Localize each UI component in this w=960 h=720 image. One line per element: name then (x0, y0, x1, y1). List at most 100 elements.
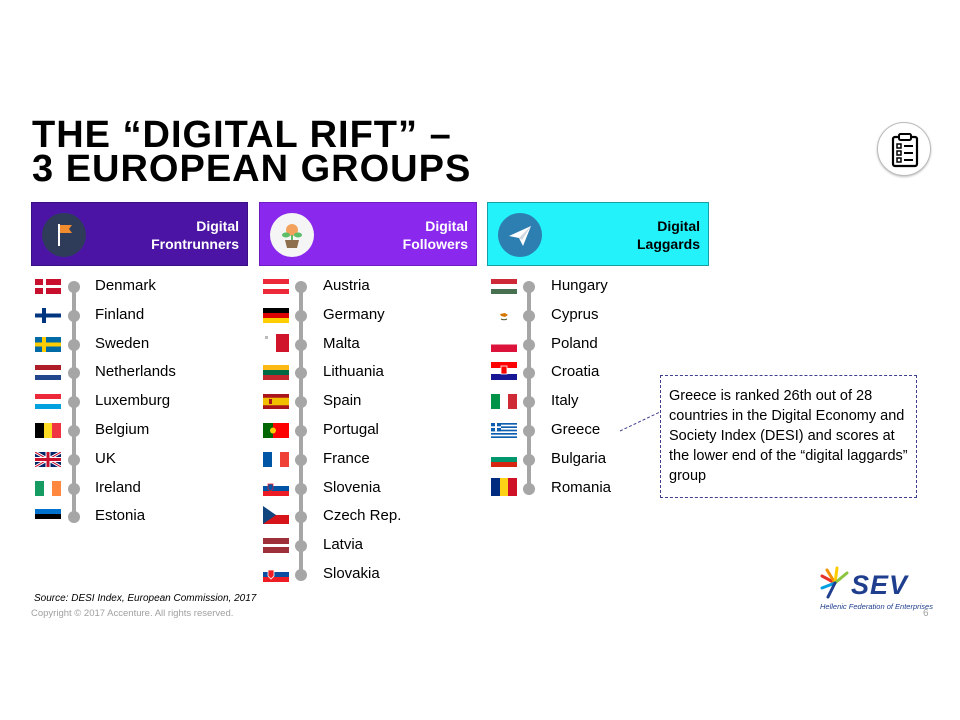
timeline-line (527, 286, 531, 488)
list-item: Spain (259, 387, 479, 415)
list-item: Croatia (487, 358, 707, 386)
country-name: Slovenia (323, 479, 381, 496)
list-item: Luxemburg (31, 387, 251, 415)
timeline-dot (295, 569, 307, 581)
timeline-dot (295, 310, 307, 322)
ireland-flag-icon (35, 481, 61, 496)
country-name: Lithuania (323, 363, 384, 380)
list-item: France (259, 445, 479, 473)
netherlands-flag-icon (35, 365, 61, 380)
list-item: Bulgaria (487, 445, 707, 473)
flag-icon (42, 213, 86, 257)
sev-logo-mark-icon (820, 566, 849, 599)
group-header-followers: Digital Followers (259, 202, 477, 266)
croatia-flag-icon (491, 362, 517, 380)
estonia-flag-icon (35, 509, 61, 524)
timeline-dot (295, 425, 307, 437)
country-name: Italy (551, 392, 579, 409)
potted-plant-icon (270, 213, 314, 257)
country-name: Netherlands (95, 363, 176, 380)
source-note: Source: DESI Index, European Commission,… (34, 593, 257, 604)
country-name: Croatia (551, 363, 600, 380)
list-item: Germany (259, 301, 479, 329)
group-label-line1: Digital (657, 218, 700, 234)
timeline-dot (295, 511, 307, 523)
timeline-dot (68, 339, 80, 351)
list-item: Ireland (31, 474, 251, 502)
country-name: Spain (323, 392, 362, 409)
timeline-dot (68, 281, 80, 293)
country-name: Estonia (95, 507, 146, 524)
timeline-dot (295, 483, 307, 495)
bulgaria-flag-icon (491, 452, 517, 467)
list-item: Belgium (31, 416, 251, 444)
greece-callout: Greece is ranked 26th out of 28 countrie… (660, 375, 917, 498)
group-header-frontrunners: Digital Frontrunners (31, 202, 248, 266)
group-label-line2: Laggards (636, 236, 700, 252)
timeline-dot (68, 396, 80, 408)
timeline-dot (295, 367, 307, 379)
list-item: Sweden (31, 330, 251, 358)
list-item: Italy (487, 387, 707, 415)
italy-flag-icon (491, 394, 517, 409)
group-label-line1: Digital (196, 218, 239, 234)
list-item: Finland (31, 301, 251, 329)
poland-flag-icon (491, 337, 517, 352)
country-name: Latvia (323, 536, 364, 553)
timeline-dot (523, 310, 535, 322)
latvia-flag-icon (263, 538, 289, 553)
list-item: Hungary (487, 272, 707, 300)
denmark-flag-icon (35, 279, 61, 294)
romania-flag-icon (491, 478, 517, 496)
list-item: Denmark (31, 272, 251, 300)
list-item: UK (31, 445, 251, 473)
list-item: Slovakia (259, 560, 479, 588)
timeline-dot (68, 310, 80, 322)
clipboard-checklist-icon (877, 122, 931, 176)
belgium-flag-icon (35, 423, 61, 438)
country-name: Portugal (323, 421, 379, 438)
country-name: UK (95, 450, 116, 467)
timeline-dot (68, 454, 80, 466)
group-header-laggards: Digital Laggards (487, 202, 709, 266)
greece-flag-icon (491, 423, 517, 438)
luxembourg-flag-icon (35, 394, 61, 409)
group-label: Digital Frontrunners (151, 217, 239, 253)
list-item: Cyprus (487, 301, 707, 329)
group-label: Digital Laggards (637, 217, 700, 253)
timeline-dot (68, 483, 80, 495)
slide-title: THE “DIGITAL RIFT” – 3 EUROPEAN GROUPS (32, 114, 471, 188)
uk-flag-icon (35, 452, 61, 467)
country-name: Germany (323, 306, 385, 323)
sev-logo: SEV Hellenic Federation of Enterprises (818, 566, 938, 612)
country-name: Austria (323, 277, 370, 294)
list-item: Malta (259, 330, 479, 358)
title-line-1: THE “DIGITAL RIFT” – (32, 114, 452, 156)
list-item: Netherlands (31, 358, 251, 386)
timeline-dot (523, 281, 535, 293)
timeline-dot (523, 396, 535, 408)
czech-flag-icon (263, 506, 289, 524)
group-label-line2: Followers (402, 236, 468, 252)
list-item: Greece (487, 416, 707, 444)
sev-logo-tagline: Hellenic Federation of Enterprises (820, 602, 933, 611)
list-item: Estonia (31, 502, 251, 530)
country-name: Cyprus (551, 306, 599, 323)
timeline-dot (523, 367, 535, 379)
france-flag-icon (263, 452, 289, 467)
country-name: Hungary (551, 277, 608, 294)
list-item: Slovenia (259, 474, 479, 502)
country-name: Poland (551, 335, 598, 352)
timeline-dot (295, 454, 307, 466)
portugal-flag-icon (263, 423, 289, 438)
timeline-dot (68, 511, 80, 523)
list-item: Czech Rep. (259, 502, 479, 530)
list-item: Portugal (259, 416, 479, 444)
country-name: Greece (551, 421, 601, 438)
group-label-line1: Digital (425, 218, 468, 234)
paper-plane-icon (498, 213, 542, 257)
timeline-dot (523, 454, 535, 466)
slovakia-flag-icon (263, 567, 289, 582)
country-name: Malta (323, 335, 360, 352)
country-name: Denmark (95, 277, 156, 294)
